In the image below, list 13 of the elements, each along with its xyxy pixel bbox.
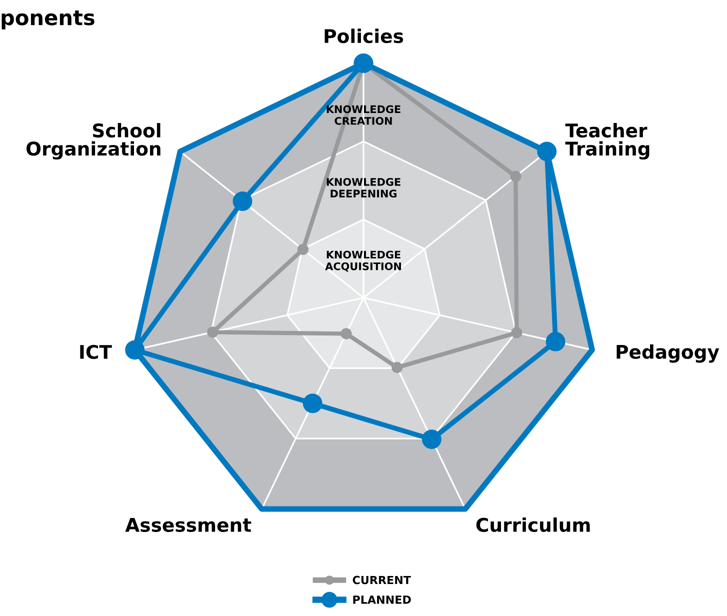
spoke-label: Pedagogy bbox=[616, 344, 720, 363]
text: KNOWLEDGE CREATION bbox=[326, 105, 400, 125]
spoke-label: Curriculum bbox=[476, 517, 590, 532]
legend-label: CURRENT bbox=[352, 576, 411, 584]
chart-title: ponents bbox=[2, 10, 94, 30]
text: KNOWLEDGE DEEPENING bbox=[326, 178, 400, 198]
spoke-label: ICT bbox=[80, 344, 112, 360]
spoke-label: Teacher Training bbox=[565, 123, 650, 160]
text: KNOWLEDGE ACQUISITION bbox=[325, 250, 401, 272]
spoke-label: Policies bbox=[324, 28, 404, 44]
spoke-label: School Organization bbox=[26, 123, 160, 160]
spoke-label: Assessment bbox=[125, 518, 252, 532]
legend-label: PLANNED bbox=[353, 596, 411, 604]
